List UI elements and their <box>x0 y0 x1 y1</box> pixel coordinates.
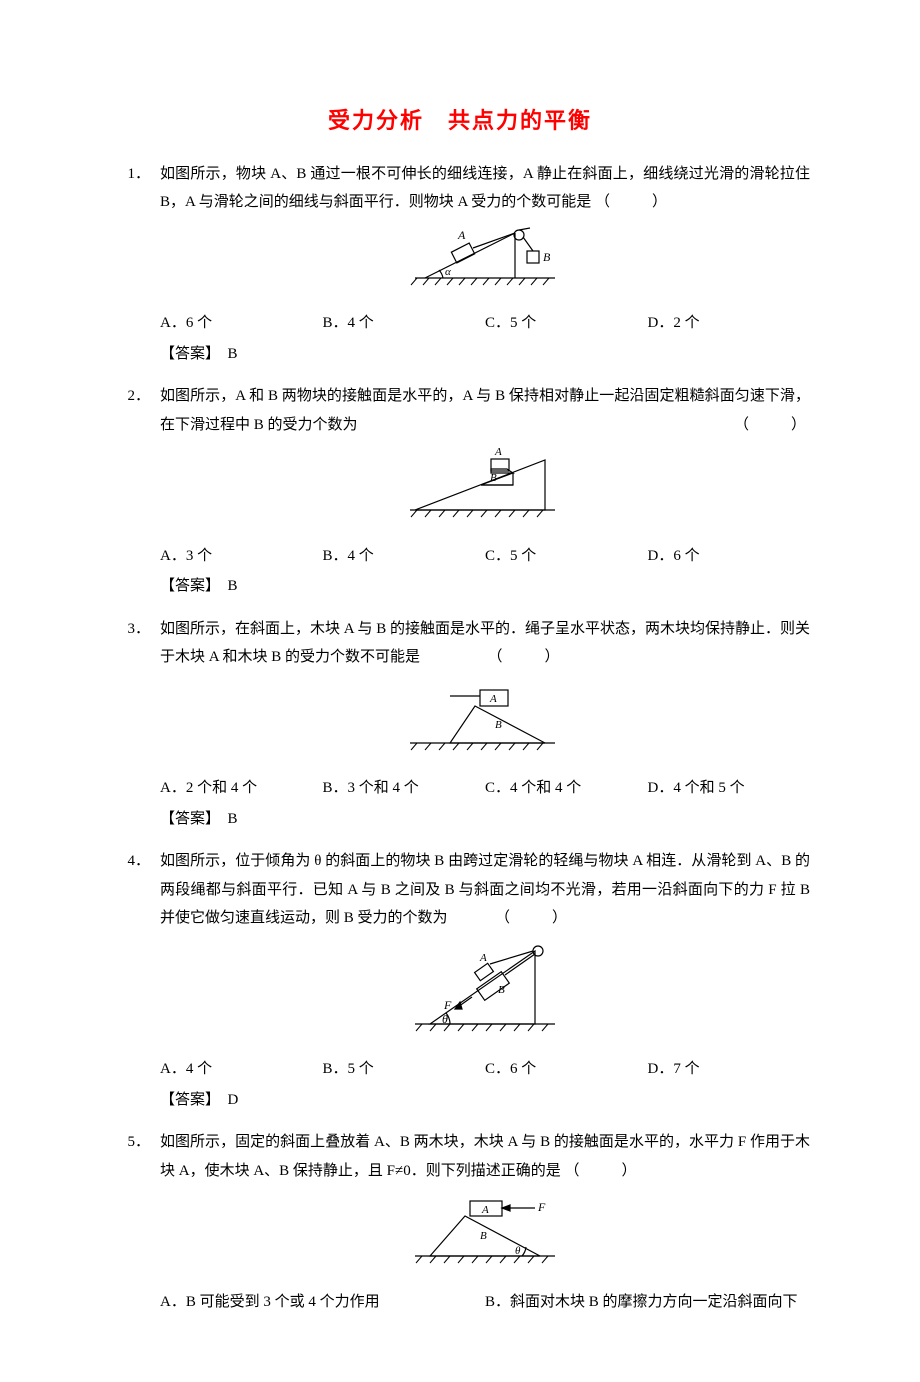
q5-options: A．B 可能受到 3 个或 4 个力作用 B．斜面对木块 B 的摩擦力方向一定沿… <box>160 1288 810 1317</box>
q4-opt-a: A．4 个 <box>160 1055 323 1084</box>
q4-answer: 【答案】 D <box>160 1086 810 1115</box>
svg-text:A: A <box>481 1204 489 1216</box>
svg-text:A: A <box>489 693 497 705</box>
q2-body: 如图所示，A 和 B 两物块的接触面是水平的，A 与 B 保持相对静止一起沿固定… <box>160 382 810 611</box>
q4-opt-b: B．5 个 <box>323 1055 486 1084</box>
q4-number: 4． <box>110 847 160 1124</box>
q2-answer-value: B <box>228 578 238 594</box>
svg-text:B: B <box>495 719 502 731</box>
question-5: 5． 如图所示，固定的斜面上叠放着 A、B 两木块，木块 A 与 B 的接触面是… <box>110 1128 810 1318</box>
page: 受力分析 共点力的平衡 1． 如图所示，物块 A、B 通过一根不可伸长的细线连接… <box>0 0 920 1382</box>
q3-figure: A B <box>160 678 810 769</box>
q4-opt-d: D．7 个 <box>648 1055 811 1084</box>
q4-stem-text: 如图所示，位于倾角为 θ 的斜面上的物块 B 由跨过定滑轮的轻绳与物块 A 相连… <box>160 853 810 926</box>
svg-text:B: B <box>480 1230 487 1242</box>
answer-label: 【答案】 <box>160 346 213 362</box>
svg-text:B: B <box>498 984 505 996</box>
q1-opt-d: D．2 个 <box>648 309 811 338</box>
answer-label: 【答案】 <box>160 1092 213 1108</box>
q3-number: 3． <box>110 615 160 844</box>
q4-answer-value: D <box>228 1092 239 1108</box>
q1-answer-value: B <box>228 346 238 362</box>
q3-answer: 【答案】 B <box>160 805 810 834</box>
page-title: 受力分析 共点力的平衡 <box>110 100 810 142</box>
blank-paren: （ ） <box>595 188 671 217</box>
question-4: 4． 如图所示，位于倾角为 θ 的斜面上的物块 B 由跨过定滑轮的轻绳与物块 A… <box>110 847 810 1124</box>
blank-paren: （ ） <box>495 904 571 933</box>
q3-opt-c: C．4 个和 4 个 <box>485 774 648 803</box>
q2-opt-a: A．3 个 <box>160 542 323 571</box>
svg-text:B: B <box>543 250 551 264</box>
question-3: 3． 如图所示，在斜面上，木块 A 与 B 的接触面是水平的．绳子呈水平状态，两… <box>110 615 810 844</box>
svg-text:B: B <box>490 472 497 484</box>
svg-text:A: A <box>494 446 502 458</box>
blank-paren: （ ） <box>734 411 810 440</box>
q2-opt-c: C．5 个 <box>485 542 648 571</box>
blank-paren: （ ） <box>565 1157 641 1186</box>
incline-theta-f-icon: F θ A B <box>400 939 570 1039</box>
q5-opt-b: B．斜面对木块 B 的摩擦力方向一定沿斜面向下 <box>485 1288 810 1317</box>
q3-opt-a: A．2 个和 4 个 <box>160 774 323 803</box>
q1-number: 1． <box>110 160 160 379</box>
question-1: 1． 如图所示，物块 A、B 通过一根不可伸长的细线连接，A 静止在斜面上，细线… <box>110 160 810 379</box>
incline-pulley-icon: A B α <box>395 223 575 293</box>
stack-ab-f-icon: F A B θ <box>400 1191 570 1271</box>
q3-answer-value: B <box>228 811 238 827</box>
q3-stem-text: 如图所示，在斜面上，木块 A 与 B 的接触面是水平的．绳子呈水平状态，两木块均… <box>160 621 810 666</box>
svg-text:θ: θ <box>442 1012 448 1026</box>
svg-text:A: A <box>457 228 466 242</box>
triangle-ab-icon: A B <box>395 445 575 525</box>
svg-text:θ: θ <box>515 1245 521 1257</box>
q1-figure: A B α <box>160 223 810 304</box>
q4-options: A．4 个 B．5 个 C．6 个 D．7 个 <box>160 1055 810 1084</box>
q3-body: 如图所示，在斜面上，木块 A 与 B 的接触面是水平的．绳子呈水平状态，两木块均… <box>160 615 810 844</box>
q2-number: 2． <box>110 382 160 611</box>
q1-stem-text: 如图所示，物块 A、B 通过一根不可伸长的细线连接，A 静止在斜面上，细线绕过光… <box>160 166 810 211</box>
q5-stem: 如图所示，固定的斜面上叠放着 A、B 两木块，木块 A 与 B 的接触面是水平的… <box>160 1128 810 1185</box>
q4-body: 如图所示，位于倾角为 θ 的斜面上的物块 B 由跨过定滑轮的轻绳与物块 A 相连… <box>160 847 810 1124</box>
q2-stem-text: 如图所示，A 和 B 两物块的接触面是水平的，A 与 B 保持相对静止一起沿固定… <box>160 388 810 433</box>
q1-answer: 【答案】 B <box>160 340 810 369</box>
q1-opt-b: B．4 个 <box>323 309 486 338</box>
q4-figure: F θ A B <box>160 939 810 1050</box>
q1-stem: 如图所示，物块 A、B 通过一根不可伸长的细线连接，A 静止在斜面上，细线绕过光… <box>160 160 810 217</box>
q1-body: 如图所示，物块 A、B 通过一根不可伸长的细线连接，A 静止在斜面上，细线绕过光… <box>160 160 810 379</box>
q1-opt-a: A．6 个 <box>160 309 323 338</box>
q5-body: 如图所示，固定的斜面上叠放着 A、B 两木块，木块 A 与 B 的接触面是水平的… <box>160 1128 810 1318</box>
q3-opt-b: B．3 个和 4 个 <box>323 774 486 803</box>
q1-options: A．6 个 B．4 个 C．5 个 D．2 个 <box>160 309 810 338</box>
q2-opt-b: B．4 个 <box>323 542 486 571</box>
q4-stem: 如图所示，位于倾角为 θ 的斜面上的物块 B 由跨过定滑轮的轻绳与物块 A 相连… <box>160 847 810 933</box>
q5-number: 5． <box>110 1128 160 1318</box>
q2-options: A．3 个 B．4 个 C．5 个 D．6 个 <box>160 542 810 571</box>
blank-paren: （ ） <box>488 643 564 672</box>
q5-opt-a: A．B 可能受到 3 个或 4 个力作用 <box>160 1288 485 1317</box>
q3-options: A．2 个和 4 个 B．3 个和 4 个 C．4 个和 4 个 D．4 个和 … <box>160 774 810 803</box>
q2-answer: 【答案】 B <box>160 572 810 601</box>
q5-stem-text: 如图所示，固定的斜面上叠放着 A、B 两木块，木块 A 与 B 的接触面是水平的… <box>160 1134 810 1179</box>
q4-opt-c: C．6 个 <box>485 1055 648 1084</box>
q2-opt-d: D．6 个 <box>648 542 811 571</box>
svg-text:A: A <box>479 952 487 964</box>
svg-text:F: F <box>443 998 452 1012</box>
q3-stem: 如图所示，在斜面上，木块 A 与 B 的接触面是水平的．绳子呈水平状态，两木块均… <box>160 615 810 672</box>
q3-opt-d: D．4 个和 5 个 <box>648 774 811 803</box>
q1-opt-c: C．5 个 <box>485 309 648 338</box>
q2-stem: 如图所示，A 和 B 两物块的接触面是水平的，A 与 B 保持相对静止一起沿固定… <box>160 382 810 439</box>
svg-text:F: F <box>537 1200 546 1214</box>
answer-label: 【答案】 <box>160 578 213 594</box>
q5-figure: F A B θ <box>160 1191 810 1282</box>
svg-text:α: α <box>445 266 451 278</box>
answer-label: 【答案】 <box>160 811 213 827</box>
question-2: 2． 如图所示，A 和 B 两物块的接触面是水平的，A 与 B 保持相对静止一起… <box>110 382 810 611</box>
row-ab-rope-icon: A B <box>395 678 575 758</box>
q2-figure: A B <box>160 445 810 536</box>
